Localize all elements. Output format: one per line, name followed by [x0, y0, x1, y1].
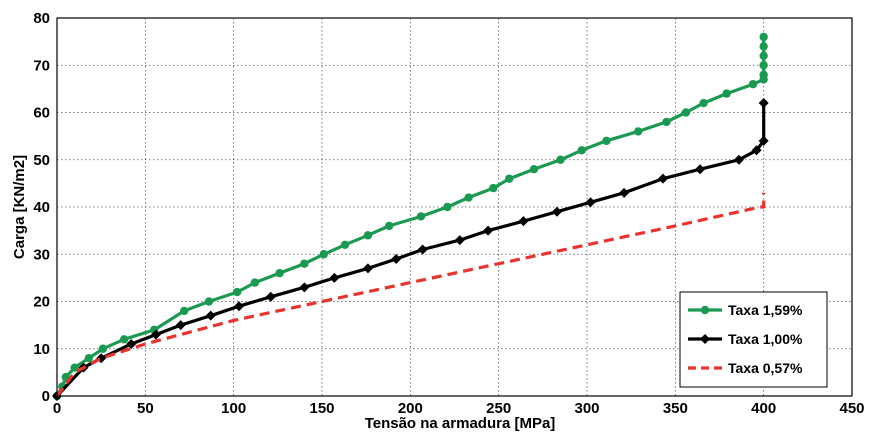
data-point: [275, 268, 284, 278]
data-point: [585, 197, 596, 208]
data-point: [299, 282, 310, 293]
data-point: [150, 329, 161, 340]
data-point: [119, 335, 129, 344]
data-point: [518, 216, 529, 227]
data-point: [329, 272, 340, 283]
y-tick-label: 40: [33, 199, 50, 216]
data-point: [454, 235, 465, 246]
plot-frame: [56, 17, 853, 397]
data-point: [233, 287, 242, 297]
data-point: [175, 320, 186, 331]
series-layer: [52, 32, 769, 401]
series-2: [52, 98, 769, 401]
data-point: [657, 173, 668, 184]
data-point: [751, 145, 762, 156]
data-point: [759, 70, 768, 79]
data-point: [759, 61, 768, 70]
x-tick-label: 0: [53, 400, 61, 417]
y-tick-label: 30: [33, 246, 50, 263]
data-point: [362, 263, 373, 274]
y-tick-label: 80: [33, 10, 50, 27]
data-point: [758, 135, 769, 146]
x-tick-label: 350: [663, 400, 688, 417]
data-point: [602, 136, 611, 146]
data-point: [319, 250, 328, 259]
data-point: [748, 79, 758, 89]
x-tick-label: 150: [309, 400, 334, 417]
data-point: [180, 306, 189, 316]
data-point: [250, 278, 260, 287]
y-tick-label: 50: [33, 152, 50, 169]
legend: Taxa 1,59% Taxa 1,00% Taxa 0,57%: [679, 291, 828, 388]
series-1: [52, 32, 768, 401]
data-point: [363, 231, 373, 240]
data-point: [416, 212, 426, 221]
data-point: [733, 154, 744, 165]
y-axis-label: Carga [KN/m2]: [11, 155, 28, 259]
x-tick-label: 450: [839, 400, 864, 417]
y-tick-label: 60: [33, 105, 50, 122]
data-point: [483, 225, 494, 236]
data-point: [443, 202, 452, 212]
data-point: [464, 193, 473, 202]
data-point: [489, 183, 498, 193]
data-point: [505, 174, 514, 183]
series-3: [55, 192, 766, 397]
x-tick-label: 250: [486, 400, 511, 417]
legend-label: Taxa 0,57%: [728, 360, 803, 376]
x-tick-label: 300: [574, 400, 599, 417]
x-tick-label: 100: [221, 400, 246, 417]
data-point: [722, 89, 731, 98]
data-point: [233, 301, 244, 312]
legend-entry: Taxa 1,00%: [688, 331, 803, 347]
data-point: [700, 334, 710, 344]
legend-label: Taxa 1,59%: [728, 302, 803, 318]
data-point: [384, 221, 394, 231]
data-point: [529, 165, 539, 174]
series-line: [55, 192, 766, 397]
data-point: [662, 117, 671, 127]
data-point: [759, 51, 768, 60]
data-point: [759, 42, 768, 51]
y-tick-label: 10: [33, 341, 50, 358]
data-point: [619, 187, 630, 198]
legend-entry: Taxa 0,57%: [688, 360, 803, 376]
data-point: [391, 253, 402, 264]
x-tick-label: 400: [751, 400, 776, 417]
data-point: [126, 339, 137, 350]
data-point: [265, 291, 276, 302]
data-point: [695, 164, 706, 175]
data-point: [340, 240, 350, 249]
data-point: [634, 127, 643, 136]
axis-ticks: 0 50 100 150 200 250 300 350 400 450 0 10 20 30 40 50 60…: [33, 10, 864, 417]
data-point: [204, 297, 214, 306]
data-point: [205, 310, 216, 321]
data-point: [700, 305, 710, 315]
x-tick-label: 50: [137, 400, 154, 417]
data-point: [551, 206, 562, 217]
data-point: [699, 98, 708, 108]
legend-label: Taxa 1,00%: [728, 331, 803, 347]
y-tick-label: 20: [33, 294, 50, 311]
x-axis-label: Tensão na armadura [MPa]: [365, 415, 556, 432]
data-point: [98, 344, 108, 353]
data-point: [556, 155, 565, 164]
data-point: [759, 32, 768, 42]
x-tick-label: 200: [398, 400, 423, 417]
series-line: [55, 103, 766, 398]
data-point: [417, 244, 428, 255]
legend-entry: Taxa 1,59%: [688, 302, 803, 318]
data-point: [300, 259, 309, 268]
data-point: [84, 354, 94, 363]
data-point: [681, 108, 691, 117]
y-tick-label: 70: [33, 57, 50, 74]
data-point: [577, 146, 586, 155]
y-tick-label: 0: [42, 388, 50, 405]
data-point: [758, 98, 769, 109]
